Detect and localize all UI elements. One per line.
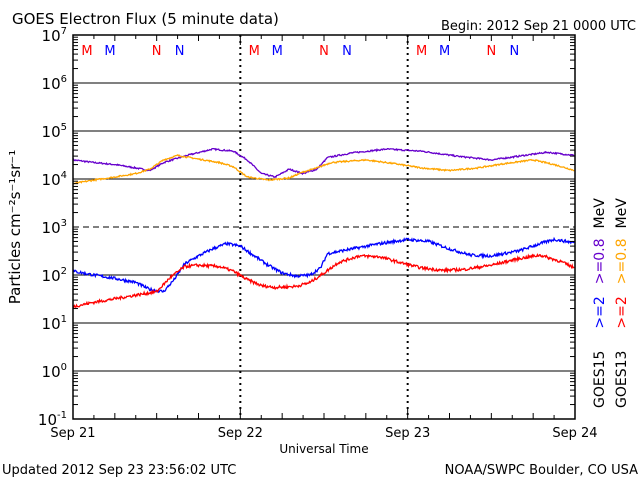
x-axis-label: Universal Time: [279, 442, 368, 456]
series-lines: [72, 147, 575, 310]
x-tick-label: Sep 23: [385, 426, 430, 441]
legend-goes13: GOES13>=2>=0.8MeV: [614, 198, 630, 408]
y-tick-label: 104: [42, 170, 67, 189]
marker-N: N: [319, 44, 329, 59]
marker-N: N: [342, 44, 352, 59]
y-axis-label: Particles cm⁻²s⁻¹sr⁻¹: [6, 150, 24, 304]
marker-N: N: [486, 44, 496, 59]
series-goes13-2-mev: [72, 253, 575, 310]
y-tick-label: 103: [42, 218, 67, 237]
y-tick-label: 105: [42, 122, 67, 141]
y-tick-labels: 107 106 105 104 103 102 101 100 10-1: [38, 26, 67, 429]
series-goes13-0-8-mev: [72, 154, 575, 185]
series-goes15-0-8-mev: [72, 147, 575, 179]
x-tick-label: Sep 24: [552, 426, 597, 441]
x-tick-labels: Sep 21 Sep 22 Sep 23 Sep 24: [50, 426, 597, 441]
y-tick-label: 102: [42, 266, 67, 285]
x-tick-label: Sep 21: [50, 426, 95, 441]
begin-label: Begin: 2012 Sep 21 0000 UTC: [441, 19, 636, 34]
marker-M: M: [272, 44, 283, 59]
marker-M: M: [249, 44, 260, 59]
y-tick-label: 106: [42, 74, 67, 93]
y-tick-label: 107: [42, 26, 67, 45]
legend: GOES15>=2>=0.8MeV GOES13>=2>=0.8MeV: [592, 198, 630, 408]
marker-M: M: [416, 44, 427, 59]
marker-N: N: [152, 44, 162, 59]
x-tick-label: Sep 22: [218, 426, 263, 441]
marker-M: M: [81, 44, 92, 59]
grid-lines: [73, 35, 575, 419]
marker-N: N: [175, 44, 185, 59]
chart-title: GOES Electron Flux (5 minute data): [12, 10, 279, 28]
marker-N: N: [509, 44, 519, 59]
marker-M: M: [104, 44, 115, 59]
y-tick-label: 100: [42, 362, 67, 381]
legend-goes15: GOES15>=2>=0.8MeV: [592, 198, 608, 408]
series-goes15-2-mev: [72, 236, 575, 294]
marker-M: M: [439, 44, 450, 59]
y-tick-label: 101: [42, 314, 67, 333]
axis-ticks: [72, 35, 576, 419]
credit-label: NOAA/SWPC Boulder, CO USA: [445, 463, 638, 478]
updated-label: Updated 2012 Sep 23 23:56:02 UTC: [2, 463, 236, 478]
y-tick-label: 10-1: [38, 410, 67, 429]
